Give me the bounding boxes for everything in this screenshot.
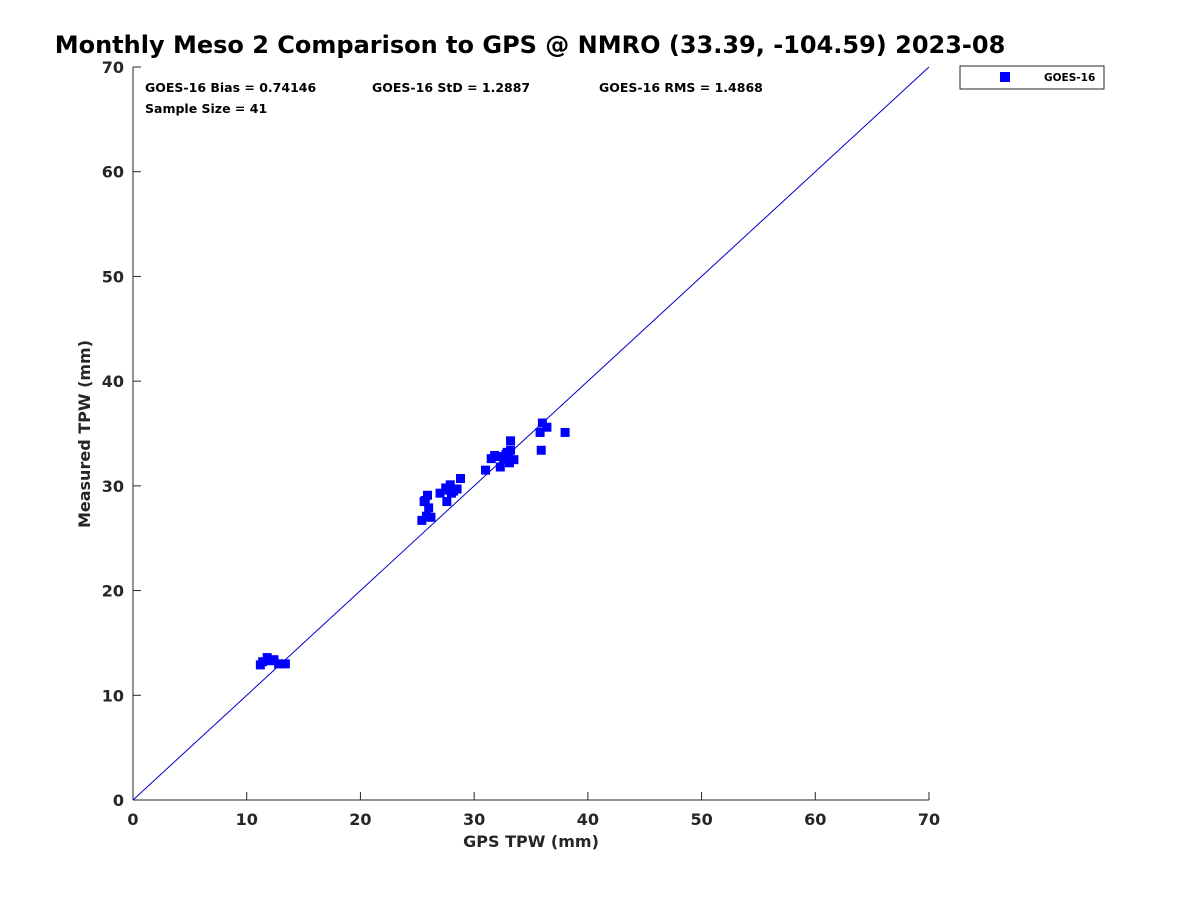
std-stat: GOES-16 StD = 1.2887 xyxy=(372,80,530,95)
data-point xyxy=(423,490,433,500)
data-point xyxy=(446,488,456,498)
data-point xyxy=(442,497,452,507)
data-point xyxy=(258,657,268,667)
x-axis-label: GPS TPW (mm) xyxy=(463,832,599,851)
plot-area: 0 10 20 30 40 50 60 70 0 10 20 30 40 50 60 70 xyxy=(102,58,940,829)
legend-label-goes-16: GOES-16 xyxy=(1044,72,1095,84)
data-point xyxy=(280,659,290,669)
y-tick-label: 10 xyxy=(102,686,124,705)
data-point xyxy=(490,450,500,460)
x-tick-label: 40 xyxy=(577,810,599,829)
data-point xyxy=(536,445,546,455)
data-point xyxy=(417,515,427,525)
data-point xyxy=(537,418,547,428)
x-tick-label: 60 xyxy=(804,810,826,829)
rms-stat: GOES-16 RMS = 1.4868 xyxy=(599,80,763,95)
y-tick-label: 40 xyxy=(102,372,124,391)
y-tick-label: 0 xyxy=(113,791,124,810)
x-tick-label: 0 xyxy=(127,810,138,829)
x-tick-label: 70 xyxy=(918,810,940,829)
data-point xyxy=(504,458,514,468)
legend: GOES-16 xyxy=(959,65,1105,90)
data-point xyxy=(426,512,436,522)
x-tick-label: 10 xyxy=(236,810,258,829)
identity-reference-line xyxy=(132,66,930,801)
data-point xyxy=(506,436,516,446)
data-point xyxy=(542,422,552,432)
data-point xyxy=(509,455,519,465)
data-point xyxy=(264,656,274,666)
y-tick-label: 70 xyxy=(102,58,124,77)
data-point xyxy=(502,447,512,457)
legend-marker-goes-16 xyxy=(1000,72,1010,82)
y-tick-label: 60 xyxy=(102,163,124,182)
data-point xyxy=(535,427,545,437)
data-point xyxy=(420,496,430,506)
bias-stat: GOES-16 Bias = 0.74146 xyxy=(145,80,316,95)
y-tick-label: 30 xyxy=(102,477,124,496)
x-tick-label: 30 xyxy=(463,810,485,829)
x-tick-label: 50 xyxy=(690,810,712,829)
data-point xyxy=(445,480,455,490)
data-point xyxy=(441,483,451,493)
x-tick-label: 20 xyxy=(349,810,371,829)
data-point xyxy=(274,659,284,669)
chart-title: Monthly Meso 2 Comparison to GPS @ NMRO … xyxy=(55,31,1006,59)
data-points xyxy=(255,418,570,670)
data-point xyxy=(269,655,279,665)
data-point xyxy=(421,511,431,521)
data-point xyxy=(495,462,505,472)
y-tick-label: 20 xyxy=(102,582,124,601)
data-point xyxy=(435,488,445,498)
y-tick-label: 50 xyxy=(102,267,124,286)
data-point xyxy=(424,503,434,513)
data-point xyxy=(481,465,491,475)
y-ticks: 0 10 20 30 40 50 60 70 xyxy=(102,58,141,810)
data-point xyxy=(455,474,465,484)
sample-size-stat: Sample Size = 41 xyxy=(145,101,267,116)
data-point xyxy=(452,484,462,494)
x-ticks: 0 10 20 30 40 50 60 70 xyxy=(127,792,940,829)
data-point xyxy=(560,427,570,437)
y-axis-label: Measured TPW (mm) xyxy=(75,340,94,528)
legend-box xyxy=(959,65,1105,90)
